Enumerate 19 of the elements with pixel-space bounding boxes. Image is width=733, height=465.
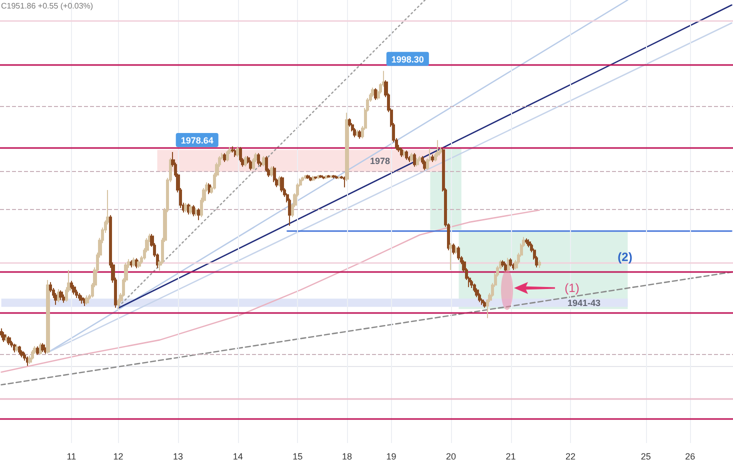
x-tick-label: 22 [566, 452, 576, 462]
annotation: (1) [564, 281, 580, 295]
x-tick-label: 19 [386, 452, 396, 462]
x-tick-label: 11 [66, 452, 76, 462]
annotation: 1941-43 [567, 298, 601, 308]
x-tick-label: 15 [292, 452, 303, 462]
x-tick-label: 14 [232, 452, 243, 462]
x-tick-label: 13 [173, 452, 184, 462]
x-tick-label: 18 [342, 452, 352, 462]
x-tick-label: 25 [640, 452, 651, 462]
x-tick-label: 20 [446, 452, 456, 462]
text: C1951.86 +0.55 (+0.03%) [1, 2, 94, 11]
x-tick-label: 12 [113, 452, 124, 462]
text: 1978.64 [180, 135, 214, 146]
annotation: (2) [618, 250, 632, 264]
text: 1998.30 [391, 54, 424, 64]
x-tick-label: 21 [506, 452, 516, 462]
x-tick-label: 26 [685, 452, 696, 462]
annotation: 1978 [370, 156, 390, 166]
